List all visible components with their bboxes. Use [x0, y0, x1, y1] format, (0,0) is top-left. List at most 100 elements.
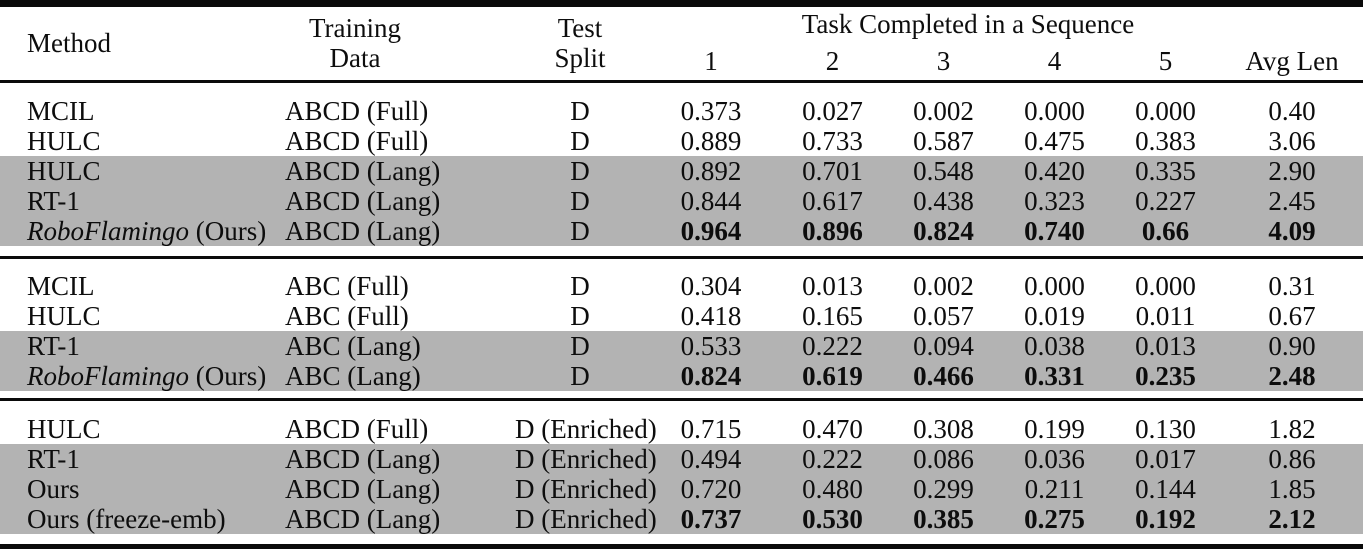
- task-2-value-cell: 0.896: [802, 216, 863, 246]
- method-cell: MCIL: [27, 96, 95, 126]
- task-4-value-cell: 0.740: [1024, 216, 1085, 246]
- method-cell: RoboFlamingo (Ours): [27, 216, 267, 246]
- task-4-value-cell: 0.475: [1024, 126, 1085, 156]
- table-row: MCIL ABC (Full) D 0.304 0.013 0.002 0.00…: [0, 271, 1363, 301]
- task-1-value-cell: 0.720: [680, 474, 742, 504]
- avg-len-value-cell: 2.90: [1268, 156, 1316, 186]
- task-3-value-cell: 0.824: [913, 216, 974, 246]
- column-header-task-4: 4: [1047, 45, 1062, 76]
- task-4-value-cell: 0.420: [1024, 156, 1085, 186]
- avg-len-value-cell: 0.90: [1268, 331, 1316, 361]
- task-3-value-cell: 0.299: [913, 474, 974, 504]
- table-row: RoboFlamingo (Ours) ABC (Lang) D 0.824 0…: [0, 361, 1363, 391]
- task-5-value-cell: 0.144: [1135, 474, 1196, 504]
- table-row: MCIL ABCD (Full) D 0.373 0.027 0.002 0.0…: [0, 96, 1363, 126]
- table-row: Ours ABCD (Lang) D (Enriched) 0.720 0.48…: [0, 474, 1363, 504]
- table-block: MCIL ABCD (Full) D 0.373 0.027 0.002 0.0…: [0, 83, 1363, 256]
- avg-len-value-cell: 2.45: [1268, 186, 1316, 216]
- column-header-method: Method: [27, 27, 111, 58]
- test-split-cell: D: [570, 216, 590, 246]
- test-split-cell: D (Enriched): [515, 444, 657, 474]
- task-2-value-cell: 0.165: [802, 301, 863, 331]
- task-2-value-cell: 0.027: [802, 96, 863, 126]
- column-header-test-split: Test Split: [515, 12, 645, 73]
- method-cell: RT-1: [27, 444, 80, 474]
- task-3-value-cell: 0.002: [913, 96, 974, 126]
- avg-len-value-cell: 0.86: [1268, 444, 1316, 474]
- task-1-value-cell: 0.494: [680, 444, 742, 474]
- task-1-value-cell: 0.892: [680, 156, 742, 186]
- task-2-value-cell: 0.530: [802, 504, 863, 534]
- column-header-task-1: 1: [704, 45, 718, 76]
- training-data-cell: ABCD (Lang): [285, 504, 441, 534]
- task-1-value-cell: 0.373: [680, 96, 742, 126]
- method-cell: HULC: [27, 301, 101, 331]
- training-data-cell: ABCD (Lang): [285, 474, 441, 504]
- task-5-value-cell: 0.335: [1135, 156, 1196, 186]
- column-header-task-5: 5: [1158, 45, 1173, 76]
- task-2-value-cell: 0.701: [802, 156, 863, 186]
- table-header: Method Training Data Test Split Task Com…: [0, 7, 1363, 83]
- task-3-value-cell: 0.308: [913, 414, 974, 444]
- training-data-cell: ABCD (Full): [285, 96, 429, 126]
- column-header-training-line2: Data: [329, 42, 381, 73]
- method-cell: RT-1: [27, 186, 80, 216]
- column-group-header-task-sequence: Task Completed in a Sequence: [801, 9, 1135, 40]
- avg-len-value-cell: 0.67: [1268, 301, 1316, 331]
- test-split-cell: D: [570, 96, 590, 126]
- task-4-value-cell: 0.211: [1024, 474, 1085, 504]
- avg-len-value-cell: 0.40: [1268, 96, 1316, 126]
- method-cell: HULC: [27, 156, 101, 186]
- task-5-value-cell: 0.66: [1141, 216, 1190, 246]
- method-cell: Ours (freeze-emb): [27, 504, 226, 534]
- column-header-avg-len: Avg Len: [1245, 45, 1339, 76]
- method-cell: MCIL: [27, 271, 95, 301]
- task-4-value-cell: 0.000: [1024, 271, 1085, 301]
- task-2-value-cell: 0.480: [802, 474, 863, 504]
- test-split-cell: D: [570, 156, 590, 186]
- table-body: MCIL ABCD (Full) D 0.373 0.027 0.002 0.0…: [0, 83, 1363, 544]
- avg-len-value-cell: 0.31: [1268, 271, 1316, 301]
- task-1-value-cell: 0.844: [680, 186, 742, 216]
- test-split-cell: D: [570, 331, 590, 361]
- training-data-cell: ABCD (Full): [285, 414, 429, 444]
- method-name-italic: RoboFlamingo: [27, 216, 189, 246]
- task-3-value-cell: 0.385: [913, 504, 974, 534]
- task-3-value-cell: 0.548: [913, 156, 974, 186]
- method-cell: HULC: [27, 414, 101, 444]
- table-row: HULC ABCD (Lang) D 0.892 0.701 0.548 0.4…: [0, 156, 1363, 186]
- column-header-task-3: 3: [936, 45, 951, 76]
- table-row: HULC ABCD (Full) D 0.889 0.733 0.587 0.4…: [0, 126, 1363, 156]
- test-split-cell: D: [570, 126, 590, 156]
- test-split-cell: D: [570, 361, 590, 391]
- task-1-value-cell: 0.715: [680, 414, 742, 444]
- task-5-value-cell: 0.011: [1135, 301, 1196, 331]
- task-5-value-cell: 0.235: [1135, 361, 1196, 391]
- method-cell: RT-1: [27, 331, 80, 361]
- task-5-value-cell: 0.000: [1135, 96, 1196, 126]
- table-row: RoboFlamingo (Ours) ABCD (Lang) D 0.964 …: [0, 216, 1363, 246]
- task-1-value-cell: 0.824: [680, 361, 742, 391]
- table-row: RT-1 ABCD (Lang) D (Enriched) 0.494 0.22…: [0, 444, 1363, 474]
- task-1-value-cell: 0.737: [680, 504, 742, 534]
- table-block: MCIL ABC (Full) D 0.304 0.013 0.002 0.00…: [0, 256, 1363, 398]
- test-split-cell: D (Enriched): [515, 414, 657, 444]
- task-2-value-cell: 0.619: [802, 361, 863, 391]
- training-data-cell: ABCD (Lang): [285, 216, 441, 246]
- task-5-value-cell: 0.017: [1135, 444, 1196, 474]
- column-header-test-line1: Test: [557, 12, 603, 43]
- task-2-value-cell: 0.013: [802, 271, 863, 301]
- task-1-value-cell: 0.418: [680, 301, 742, 331]
- column-header-task-2: 2: [825, 45, 840, 76]
- task-5-value-cell: 0.227: [1135, 186, 1196, 216]
- task-5-value-cell: 0.130: [1135, 414, 1196, 444]
- avg-len-value-cell: 1.85: [1268, 474, 1316, 504]
- test-split-cell: D: [570, 271, 590, 301]
- task-2-value-cell: 0.222: [802, 331, 863, 361]
- avg-len-value-cell: 1.82: [1268, 414, 1316, 444]
- method-name-italic: RoboFlamingo: [27, 361, 189, 391]
- task-4-value-cell: 0.199: [1024, 414, 1085, 444]
- avg-len-value-cell: 4.09: [1268, 216, 1316, 246]
- training-data-cell: ABCD (Full): [285, 126, 429, 156]
